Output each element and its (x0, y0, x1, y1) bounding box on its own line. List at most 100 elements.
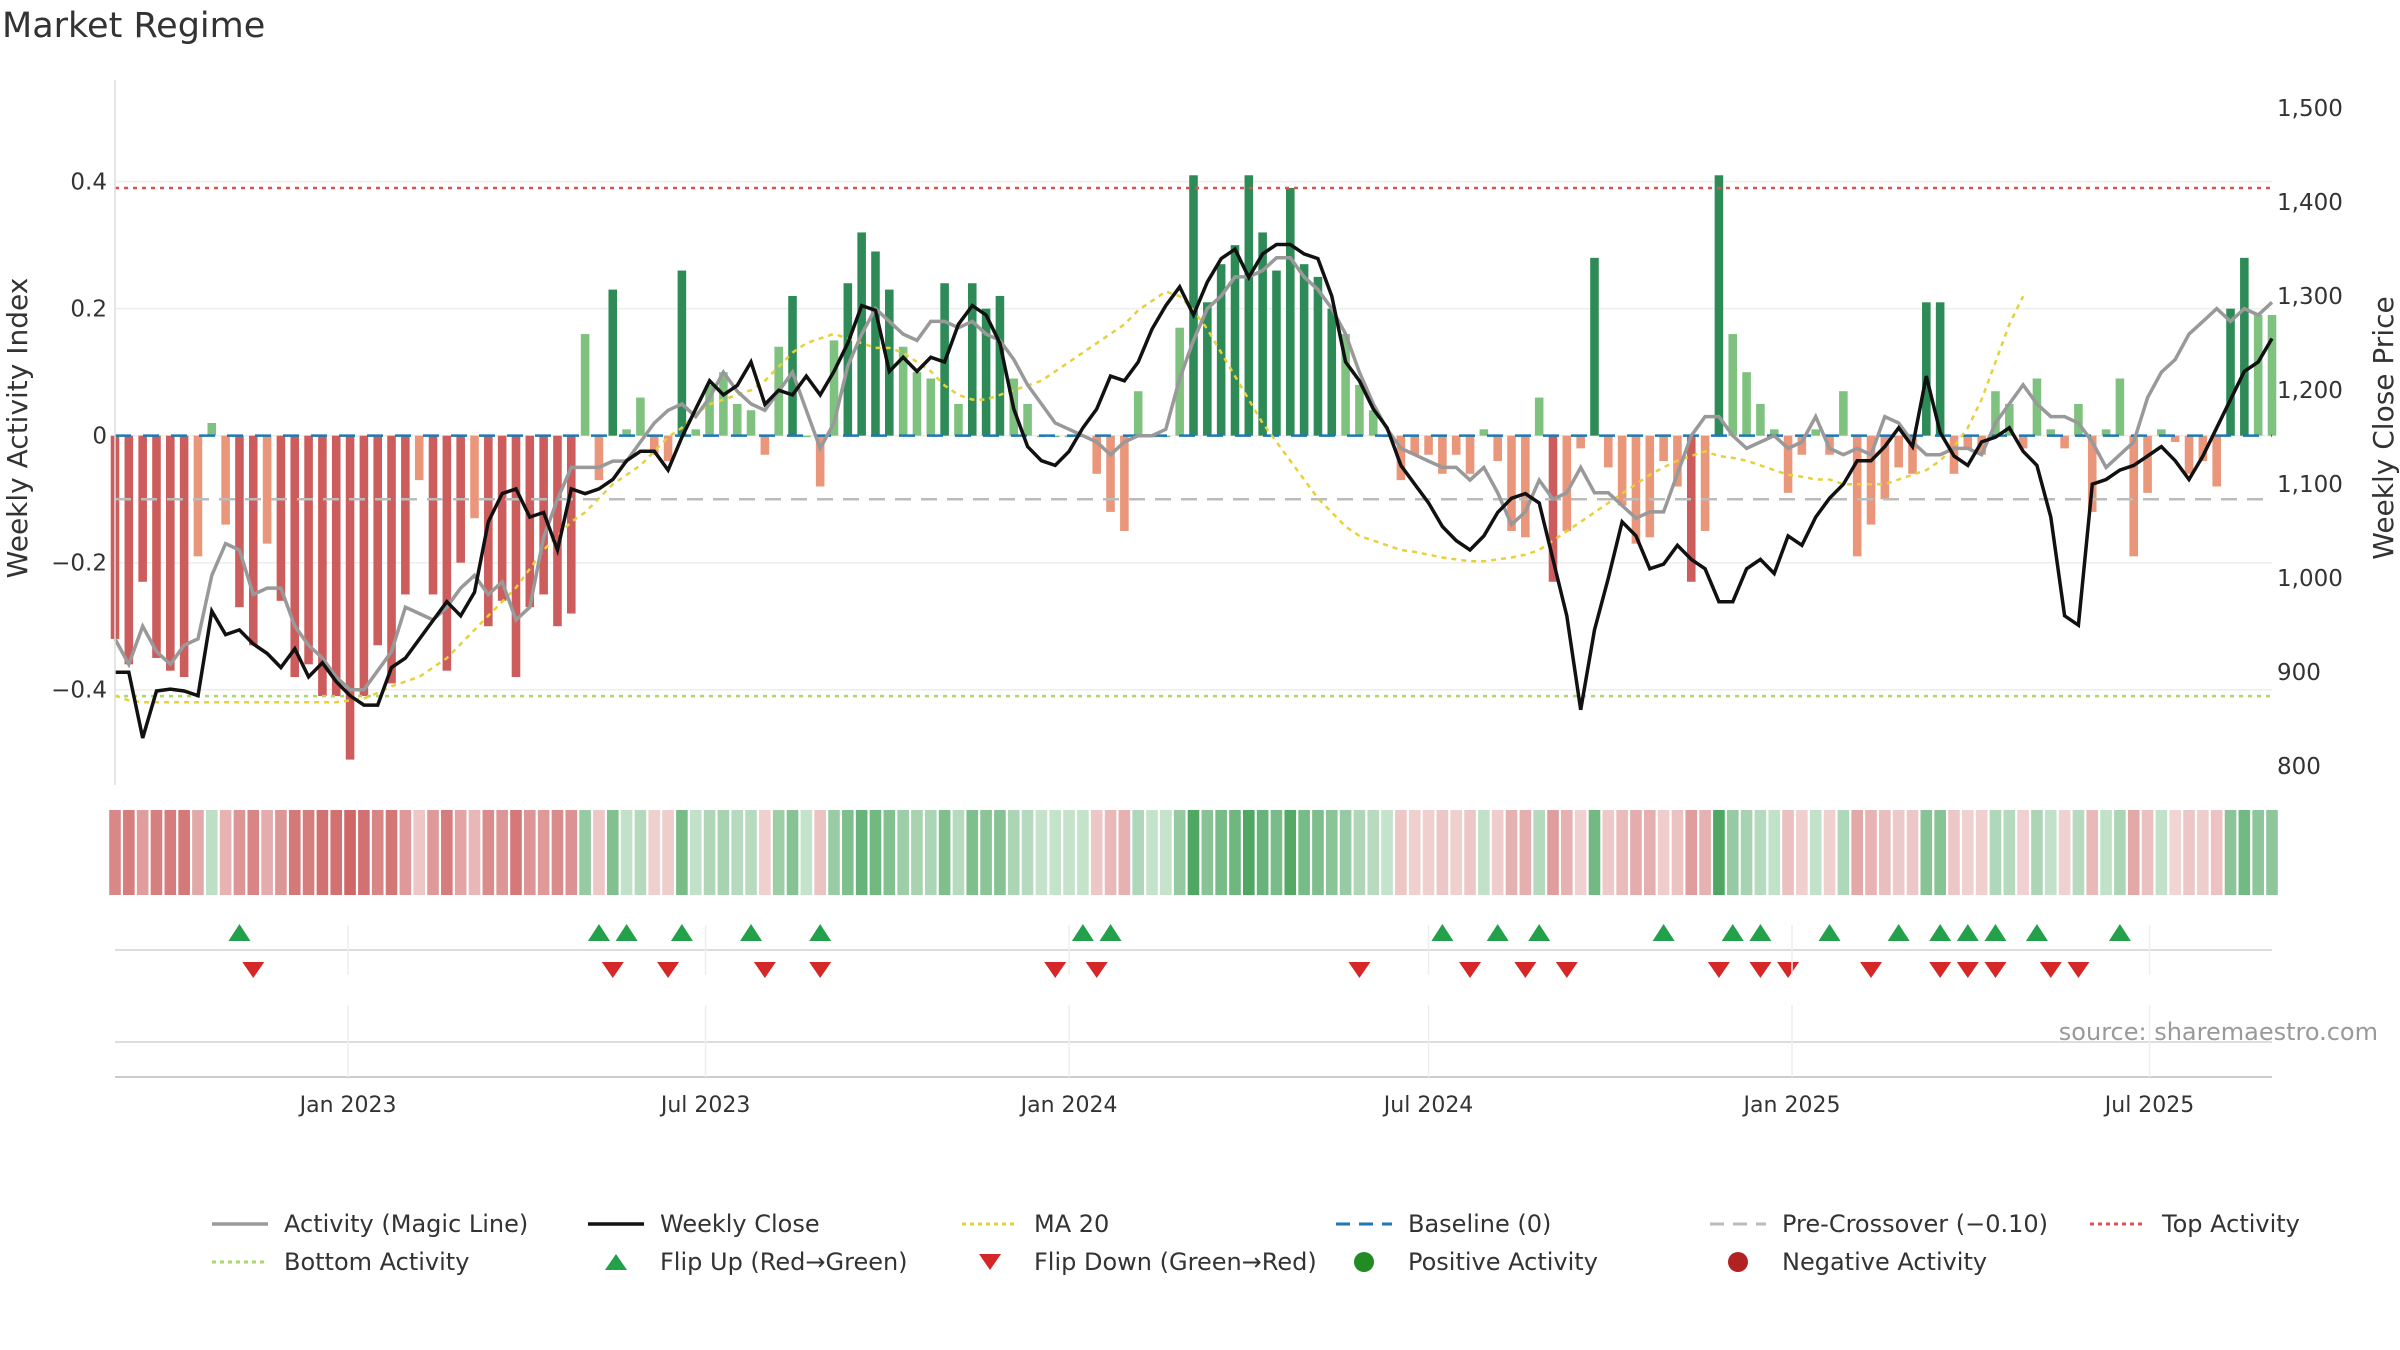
regime-strip-cell (634, 810, 647, 895)
regime-strip-cell (745, 810, 757, 895)
legend-swatch (1336, 1222, 1392, 1226)
activity-bar (1908, 435, 1917, 474)
reference-lines (115, 186, 2272, 698)
activity-bar (1590, 257, 1599, 436)
legend-item: Bottom Activity (210, 1248, 586, 1276)
legend-swatch (979, 1254, 1001, 1270)
regime-strip-cell (1408, 810, 1421, 895)
regime-strip-cell (662, 810, 674, 895)
regime-strip-cell (385, 810, 398, 895)
flip-up-marker (587, 924, 610, 941)
legend-swatch (1728, 1252, 1748, 1272)
regime-strip-cell (1879, 810, 1891, 895)
regime-strip-cell (1643, 810, 1656, 895)
regime-strip-cell (123, 810, 135, 895)
regime-strip-cell (1146, 810, 1158, 895)
flip-down-marker (2039, 962, 2062, 978)
flip-up-marker (1486, 924, 1509, 941)
weekly-close-line (115, 242, 2274, 739)
regime-strip (109, 810, 2278, 895)
activity-bar (1258, 232, 1267, 436)
flip-up-marker (1071, 924, 1094, 941)
legend-item: Pre-Crossover (−0.10) (1708, 1210, 2088, 1238)
activity-bar (1451, 435, 1461, 455)
legend-item: Positive Activity (1334, 1248, 1708, 1276)
activity-bar (1880, 435, 1890, 500)
activity-bar (954, 403, 963, 436)
activity-bar (1839, 391, 1848, 436)
activity-bar (1866, 435, 1876, 525)
activity-bar (1050, 435, 1060, 438)
regime-strip-cell (1422, 810, 1435, 895)
regime-strip-cell (302, 810, 315, 895)
regime-strip-cell (759, 810, 771, 895)
regime-strip-cell (1934, 810, 1946, 895)
regime-strip-cell (772, 810, 785, 895)
activity-bar (1341, 334, 1350, 436)
regime-strip-cell (344, 810, 356, 895)
regime-strip-cell (2141, 810, 2154, 895)
activity-bar (926, 378, 936, 436)
activity-bar (124, 435, 134, 665)
regime-strip-cell (1920, 810, 1933, 895)
regime-strip-cell (510, 810, 522, 895)
activity-bar (221, 435, 230, 525)
activity-bar (1783, 435, 1793, 493)
flip-down-marker (1749, 962, 1772, 978)
regime-strip-cell (855, 810, 868, 895)
activity-bar (2018, 435, 2028, 449)
activity-bar (746, 410, 756, 436)
activity-bar (2184, 435, 2194, 474)
legend-label: Activity (Magic Line) (284, 1210, 529, 1238)
activity-bar (1659, 435, 1668, 462)
regime-strip-cell (1118, 810, 1131, 895)
legend-row: Bottom Activity Flip Up (Red→Green) Flip D… (210, 1243, 2360, 1281)
regime-strip-cell (192, 810, 204, 895)
activity-bar (331, 435, 341, 697)
regime-strip-cell (952, 810, 965, 895)
regime-strip-cell (2114, 810, 2126, 895)
regime-strip-cell (468, 810, 481, 895)
legend-swatch (1710, 1222, 1766, 1226)
activity-bar (2074, 403, 2083, 436)
regime-strip-cell (247, 810, 260, 895)
legend-item: Baseline (0) (1334, 1210, 1708, 1238)
activity-bar (829, 340, 839, 436)
y-left-axis-label: Weekly Activity Index (1, 278, 34, 579)
regime-strip-cell (689, 810, 702, 895)
regime-strip-cell (1713, 810, 1725, 895)
regime-strip-cell (2127, 810, 2140, 895)
y-right-tick-label: 800 (2277, 754, 2321, 780)
activity-bar (1216, 264, 1226, 436)
activity-bar (885, 289, 894, 436)
regime-strip-cell (275, 810, 287, 895)
regime-strip-cell (1491, 810, 1504, 895)
activity-bar (636, 397, 645, 436)
flip-down-marker (601, 962, 624, 978)
activity-bar (1797, 435, 1807, 455)
regime-strip-cell (1312, 810, 1324, 895)
regime-strip-cell (606, 810, 619, 895)
y-right-tick-label: 1,100 (2277, 472, 2343, 498)
activity-bar (290, 435, 300, 678)
flip-markers (115, 924, 2272, 978)
legend-label: Pre-Crossover (−0.10) (1782, 1210, 2049, 1238)
legend-label: Positive Activity (1408, 1248, 1598, 1276)
regime-strip-cell (828, 810, 840, 895)
regime-strip-cell (1284, 810, 1297, 895)
flip-down-marker (1929, 962, 1952, 978)
legend-label: Baseline (0) (1408, 1210, 1552, 1238)
legend-item: Flip Up (Red→Green) (586, 1248, 960, 1276)
regime-strip-cell (1865, 810, 1877, 895)
regime-strip-cell (1132, 810, 1144, 895)
regime-strip-cell (441, 810, 453, 895)
regime-strip-cell (1395, 810, 1407, 895)
regime-strip-cell (1975, 810, 1988, 895)
activity-bar (1092, 435, 1101, 474)
activity-bar (1935, 302, 1945, 436)
regime-strip-cell (1104, 810, 1117, 895)
regime-strip-cell (1325, 810, 1338, 895)
regime-strip-cell (1685, 810, 1698, 895)
regime-strip-cell (109, 810, 121, 895)
regime-strip-cell (524, 810, 536, 895)
